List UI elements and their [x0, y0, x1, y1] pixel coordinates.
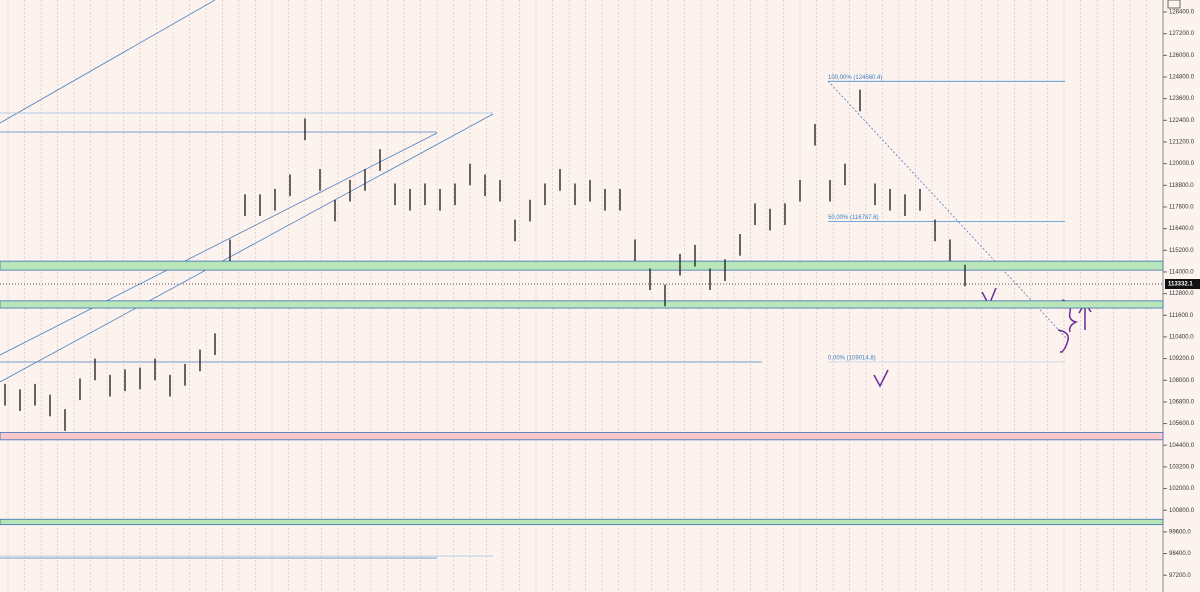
zone: [0, 432, 1164, 441]
zone: [0, 518, 1164, 526]
corner-button[interactable]: [1167, 0, 1181, 9]
y-tick-label: 99600.0: [1169, 529, 1191, 535]
y-tick-label: 106800.0: [1169, 399, 1195, 405]
y-tick-label: 105600.0: [1169, 421, 1195, 427]
y-tick-label: 117600.0: [1169, 205, 1194, 211]
y-tick-label: 100800.0: [1169, 508, 1195, 514]
y-tick-label: 104400.0: [1169, 443, 1195, 449]
y-tick-label: 116400.0: [1169, 226, 1194, 232]
y-tick-label: 115200.0: [1169, 248, 1194, 254]
y-tick-label: 118800.0: [1169, 183, 1194, 189]
y-tick-label: 126000.0: [1169, 53, 1195, 59]
y-tick-label: 122400.0: [1169, 118, 1195, 124]
fib-label: 50,00% (116787.6): [828, 215, 879, 221]
zone: [0, 300, 1164, 309]
price-tag-label: 113332.1: [1168, 282, 1193, 288]
y-tick-label: 120000.0: [1169, 161, 1195, 167]
y-tick-label: 124800.0: [1169, 75, 1195, 81]
y-tick-label: 121200.0: [1169, 140, 1195, 146]
y-tick-label: 97200.0: [1169, 573, 1191, 579]
y-tick-label: 102000.0: [1169, 486, 1195, 492]
y-tick-label: 98400.0: [1169, 551, 1191, 557]
vertical-grid: [7, 0, 1147, 592]
y-tick-label: 109200.0: [1169, 356, 1195, 362]
y-tick-label: 111600.0: [1169, 313, 1194, 319]
price-tag: [1165, 279, 1200, 290]
y-tick-label: 108000.0: [1169, 378, 1195, 384]
y-tick-label: 127200.0: [1169, 31, 1195, 37]
y-tick-label: 123600.0: [1169, 96, 1195, 102]
y-tick-label: 112800.0: [1169, 291, 1194, 297]
y-tick-label: 103200.0: [1169, 464, 1195, 470]
y-tick-label: 128400.0: [1169, 10, 1195, 16]
y-tick-label: 114000.0: [1169, 270, 1194, 276]
zone: [0, 260, 1164, 271]
fib-label: 100,00% (124560.4): [828, 75, 882, 81]
fib-label: 0,00% (109014.8): [828, 356, 876, 362]
trendlines: [0, 0, 1069, 559]
y-tick-label: 110400.0: [1169, 335, 1194, 341]
